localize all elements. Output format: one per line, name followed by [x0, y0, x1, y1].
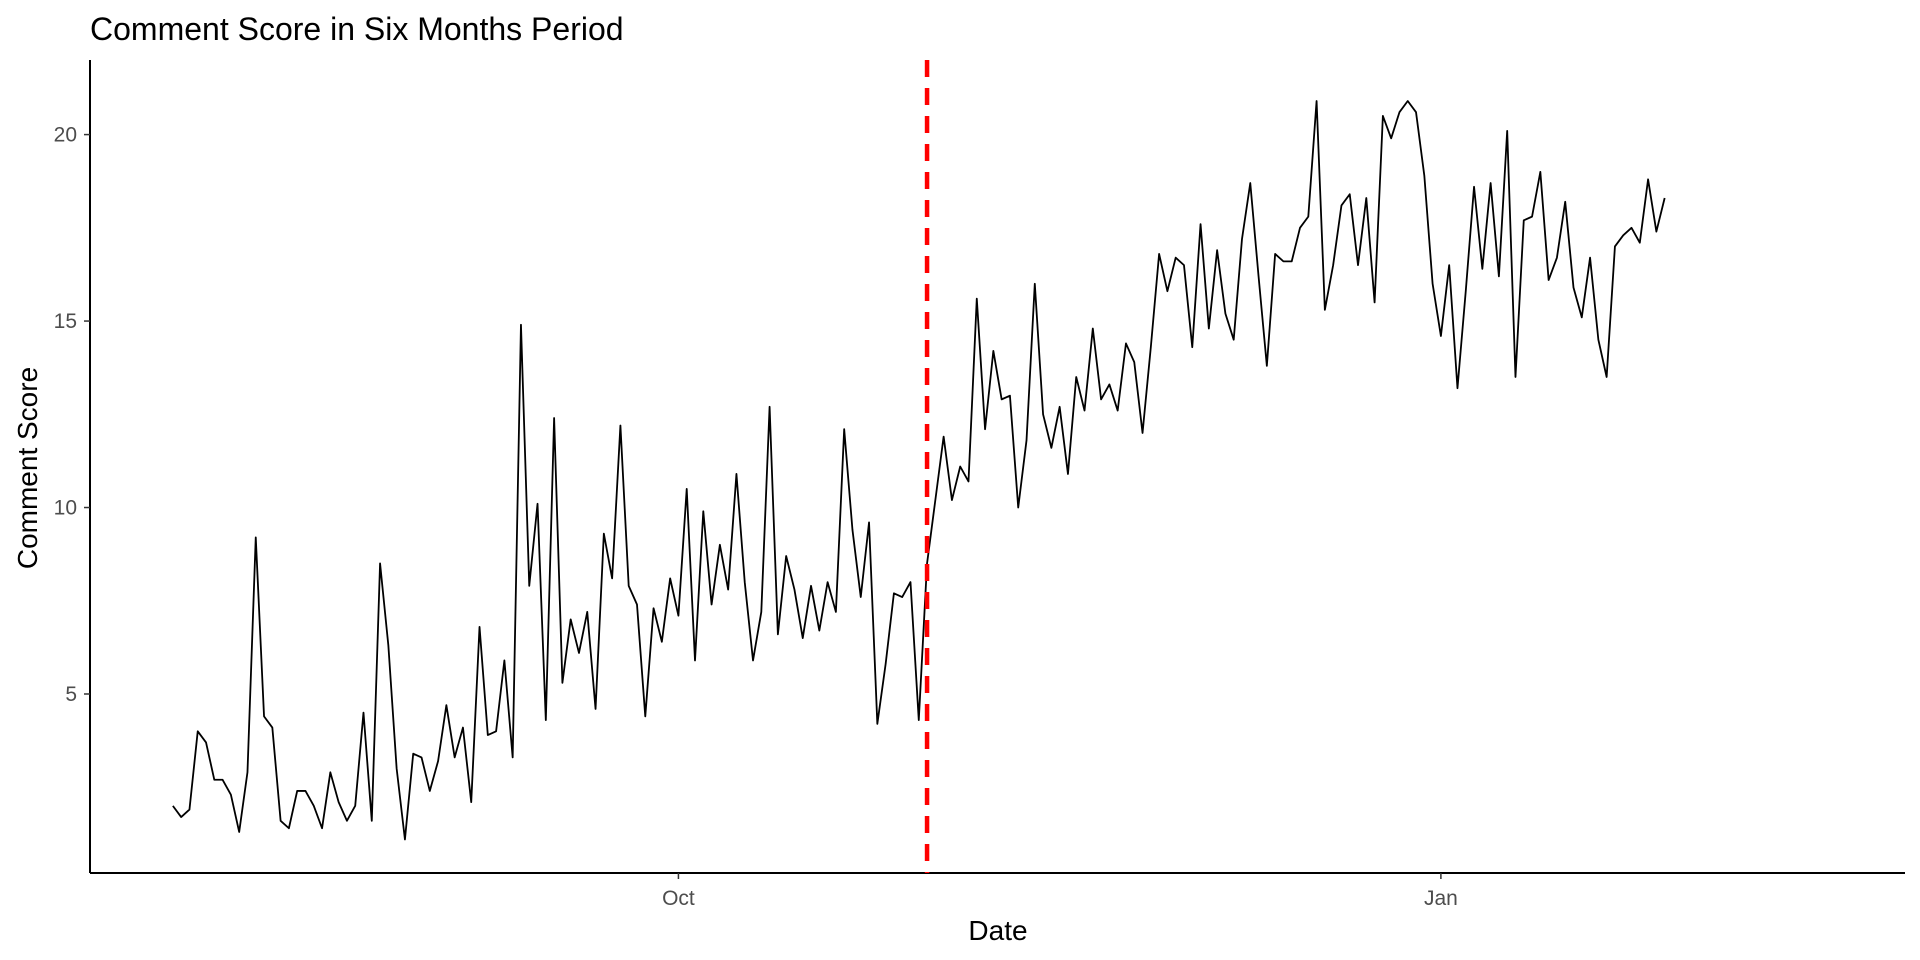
- y-tick-label: 10: [54, 497, 77, 520]
- axes: [84, 60, 1905, 879]
- tick-labels: 5 10 15 20 Oct Jan: [54, 124, 1458, 910]
- y-tick-label: 20: [54, 124, 77, 147]
- chart-title: Comment Score in Six Months Period: [90, 11, 624, 47]
- y-tick-label: 15: [54, 310, 77, 333]
- y-axis-title: Comment Score: [12, 367, 43, 569]
- chart-marks: [172, 60, 1666, 873]
- y-tick-label: 5: [65, 683, 77, 706]
- series-line: [172, 100, 1666, 841]
- x-tick-label: Jan: [1424, 887, 1458, 910]
- x-tick-label: Oct: [662, 887, 695, 910]
- x-axis-title: Date: [968, 915, 1027, 946]
